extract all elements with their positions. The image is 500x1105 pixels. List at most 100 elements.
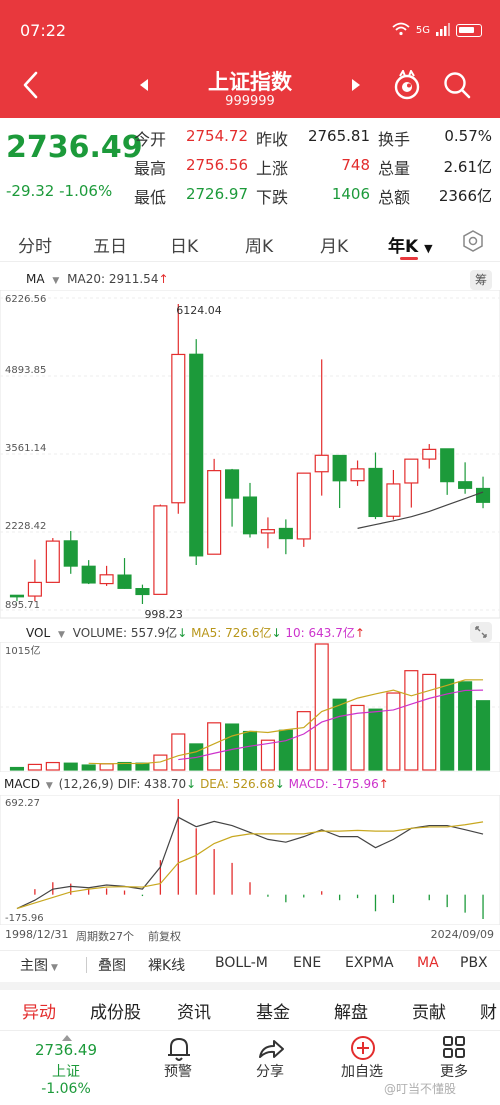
indicator-toolbar: 主图 ▼ 叠图 裸K线 BOLL-M ENE EXPMA MA PBX	[0, 950, 500, 976]
candle-body	[475, 487, 491, 503]
macd-params: (12,26,9)	[58, 777, 114, 791]
volume-bar	[171, 733, 186, 771]
tool-ma[interactable]: MA	[417, 955, 439, 971]
volume-bar	[260, 739, 275, 771]
down-arrow-icon: ↓	[186, 777, 197, 791]
tool-overlay[interactable]: 叠图	[98, 958, 126, 974]
search-icon[interactable]	[442, 70, 472, 104]
tab-intraday[interactable]: 分时	[18, 237, 52, 257]
quote-label-0: 今开	[134, 130, 167, 149]
quote-label-7: 下跌	[256, 188, 289, 207]
divider	[86, 957, 87, 973]
volume-bar	[278, 729, 293, 771]
vol-ma5-line	[88, 679, 484, 765]
tab-month-k[interactable]: 月K	[320, 237, 349, 257]
quote-value-1: 2765.81	[307, 127, 370, 145]
quote-label-6: 最低	[134, 188, 167, 207]
tab-week-k[interactable]: 周K	[245, 237, 274, 257]
candle-body	[81, 565, 96, 584]
tab-five-day[interactable]: 五日	[93, 237, 127, 257]
tab-news[interactable]: 资讯	[177, 1003, 211, 1023]
tab-year-k[interactable]: 年K ▼	[388, 232, 433, 257]
watermark: @叮当不懂股	[384, 1082, 457, 1096]
candle-body	[458, 481, 473, 489]
candle-body	[207, 470, 222, 555]
dif-value: DIF: 438.70	[117, 777, 187, 791]
candle-body	[117, 574, 132, 589]
change-value: -29.32	[6, 182, 55, 200]
quote-label-3: 最高	[134, 159, 167, 178]
signal-icon	[436, 22, 450, 39]
grid-icon	[443, 1036, 465, 1058]
mascot-icon[interactable]	[392, 68, 422, 106]
volume-bar	[458, 681, 473, 771]
section-divider	[0, 982, 500, 990]
volume-chart[interactable]: 1015亿	[0, 642, 500, 772]
next-stock-icon[interactable]	[352, 79, 360, 91]
max-price-label: 6124.04	[176, 304, 222, 317]
settings-hexagon-icon[interactable]	[462, 230, 484, 256]
period-tabs: 分时 五日 日K 周K 月K 年K ▼	[0, 222, 500, 262]
tab-analysis[interactable]: 解盘	[334, 1003, 368, 1023]
volume-bar	[404, 670, 419, 771]
macd-y-min-label: -175.96	[5, 913, 44, 924]
main-chart-selector[interactable]: 主图 ▼	[20, 955, 58, 975]
period-count: 周期数27个	[76, 930, 134, 943]
quote-value-8: 2366亿	[438, 187, 492, 205]
volume-bar	[27, 763, 42, 771]
macd-legend[interactable]: MACD ▼ (12,26,9) DIF: 438.70↓ DEA: 526.6…	[4, 777, 389, 791]
app-header: 07:22 5G 上证指数 999999	[0, 0, 500, 118]
adjust-mode[interactable]: 前复权	[148, 930, 181, 943]
add-circle-icon	[351, 1036, 375, 1060]
quote-value-3: 2756.56	[185, 156, 248, 174]
y-tick-label: 895.71	[5, 600, 40, 611]
quote-value-5: 2.61亿	[443, 158, 492, 176]
chart-frame	[0, 795, 500, 925]
tab-anomaly[interactable]: 异动	[22, 1003, 56, 1023]
candle-body	[189, 353, 204, 557]
vol-label: VOL	[26, 626, 51, 640]
volume-bar	[45, 761, 60, 771]
tool-boll-m[interactable]: BOLL-M	[215, 955, 268, 971]
tab-contribution[interactable]: 贡献	[412, 1003, 446, 1023]
tab-finance[interactable]: 财	[480, 1003, 497, 1023]
candle-body	[9, 594, 25, 598]
nav-change-pct: -1.06%	[41, 1081, 91, 1097]
ma-legend-label: MA	[26, 272, 45, 286]
tab-constituents[interactable]: 成份股	[90, 1003, 141, 1023]
main-legend[interactable]: MA ▼ MA20: 2911.54↑	[26, 272, 169, 286]
tool-ene[interactable]: ENE	[293, 955, 322, 971]
nav-add-label: 加自选	[341, 1064, 383, 1080]
down-arrow-icon: ↓	[274, 777, 285, 791]
candle-body	[135, 588, 150, 596]
previous-stock-icon[interactable]	[140, 79, 148, 91]
tab-day-k[interactable]: 日K	[170, 237, 199, 257]
status-icons: 5G	[392, 22, 482, 39]
volume-bar	[296, 711, 311, 771]
macd-chart[interactable]: 692.27 -175.96	[0, 795, 500, 925]
tool-bare-k[interactable]: 裸K线	[148, 958, 186, 974]
volume-bar	[422, 673, 437, 771]
candlestick-chart[interactable]: 6226.56 4893.85 3561.14 2228.42 895.71 6124.0…	[0, 290, 500, 620]
back-icon[interactable]	[16, 68, 46, 102]
bottom-nav: 2736.49 上证 -1.06% 预警 分享 加自选 更多	[0, 1030, 500, 1105]
tool-expma[interactable]: EXPMA	[345, 955, 394, 971]
dea-value: DEA: 526.68	[200, 777, 275, 791]
volume-bar	[475, 700, 491, 771]
down-arrow-icon: ↓	[177, 626, 188, 640]
current-price: 2736.49	[6, 130, 143, 165]
tab-year-k-label: 年K	[388, 237, 419, 257]
nav-more-label: 更多	[440, 1064, 468, 1080]
candle-body	[296, 472, 311, 540]
up-arrow-icon: ↑	[378, 777, 389, 791]
network-label: 5G	[415, 25, 430, 36]
tab-funds[interactable]: 基金	[256, 1003, 290, 1023]
nav-change: 上证 -1.06%	[26, 1061, 106, 1097]
ma20-line	[357, 491, 484, 529]
tool-pbx[interactable]: PBX	[460, 955, 488, 971]
quote-value-7: 1406	[331, 185, 370, 203]
expand-icon[interactable]	[470, 622, 492, 642]
chips-button[interactable]: 筹	[470, 270, 492, 290]
volume-legend[interactable]: VOL ▼ VOLUME: 557.9亿↓ MA5: 726.6亿↓ 10: 6…	[26, 624, 365, 641]
